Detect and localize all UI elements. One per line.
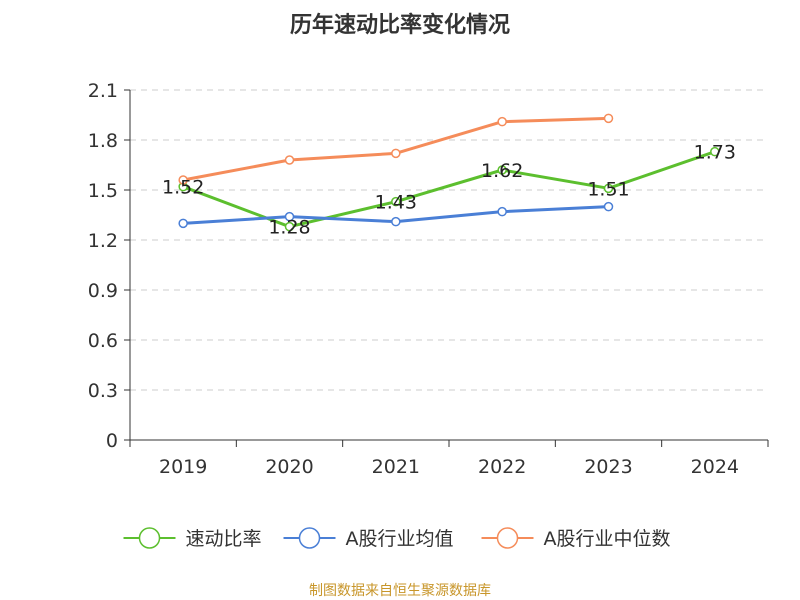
y-tick-label: 0 [106, 430, 118, 452]
y-tick-label: 1.8 [88, 130, 118, 152]
data-point [178, 218, 188, 229]
data-label: 1.28 [268, 217, 310, 239]
data-label: 1.51 [587, 178, 629, 200]
data-point [391, 148, 401, 159]
axes: 0 0.3 0.6 0.9 1.2 1.5 1.8 2.1 2019 2020 2021 2022 20… [88, 80, 769, 478]
legend-label: A股行业均值 [346, 528, 454, 550]
x-tick-label: 2021 [372, 456, 420, 478]
legend: 速动比率 A股行业均值 A股行业中位数 [123, 527, 671, 550]
legend-label: A股行业中位数 [544, 528, 671, 550]
data-label: 1.62 [481, 160, 523, 182]
source-note: 制图数据来自恒生聚源数据库 [309, 583, 491, 599]
data-point [284, 211, 295, 222]
x-tick-label: 2022 [478, 456, 526, 478]
y-tick-label: 0.6 [88, 330, 118, 352]
legend-item-2[interactable]: A股行业中位数 [481, 527, 671, 550]
data-point [284, 221, 295, 232]
data-point [391, 196, 401, 207]
data-point [497, 116, 507, 127]
x-tick-label: 2019 [159, 456, 207, 478]
data-point [497, 206, 507, 217]
legend-label: 速动比率 [186, 528, 262, 550]
y-tick-label: 0.9 [88, 280, 118, 302]
data-point [284, 155, 295, 165]
x-tick-label: 2023 [584, 456, 632, 478]
y-tick-label: 0.3 [88, 380, 118, 402]
data-point [603, 113, 614, 124]
data-point [603, 183, 614, 194]
data-point [391, 216, 401, 227]
legend-marker-icon [298, 527, 321, 549]
x-tick-label: 2020 [265, 456, 313, 478]
data-point [178, 175, 188, 185]
legend-item-0[interactable]: 速动比率 [123, 527, 262, 550]
x-tick-label: 2024 [691, 456, 739, 478]
data-label: 1.73 [694, 142, 736, 164]
data-label: 1.52 [162, 177, 204, 199]
legend-item-1[interactable]: A股行业均值 [283, 527, 454, 550]
data-labels: 1.52 1.28 1.43 1.62 1.51 1.73 [162, 142, 736, 239]
series-lines [178, 113, 720, 232]
series-line-0 [182, 150, 716, 229]
data-point [497, 165, 507, 175]
data-point [710, 146, 720, 157]
chart-title: 历年速动比率变化情况 [290, 12, 510, 38]
y-tick-label: 2.1 [88, 80, 118, 102]
legend-marker-icon [138, 527, 161, 549]
grid [130, 89, 768, 391]
legend-marker-icon [496, 527, 519, 549]
y-tick-label: 1.5 [88, 180, 118, 202]
data-point [603, 201, 614, 212]
data-label: 1.43 [375, 192, 417, 214]
y-tick-label: 1.2 [88, 230, 118, 252]
